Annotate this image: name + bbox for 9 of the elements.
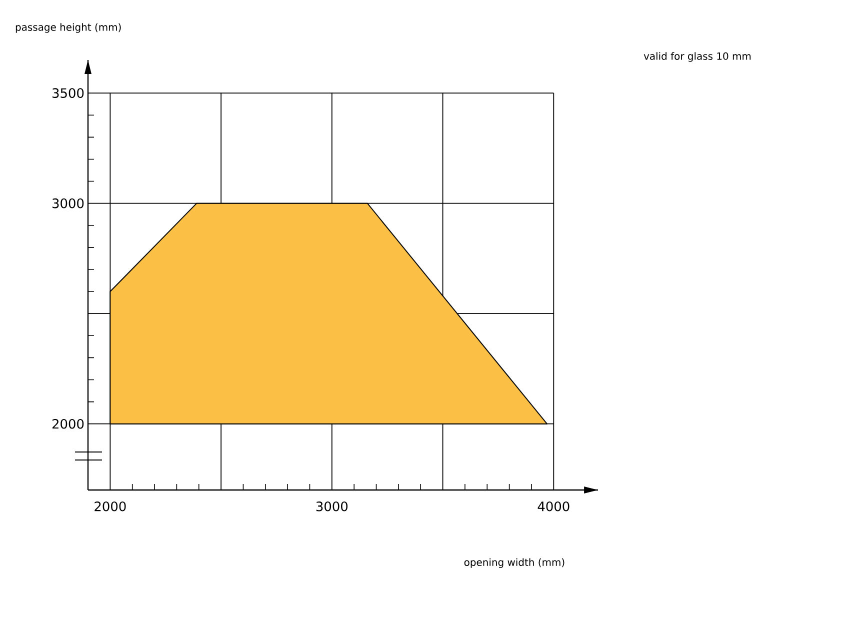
y-tick-label: 2000 (52, 418, 84, 429)
y-tick-label: 3000 (52, 198, 84, 208)
x-tick-label: 4000 (538, 501, 570, 512)
y-tick-label: 3500 (52, 88, 84, 98)
x-tick-label: 2000 (94, 501, 126, 512)
y-axis-title: passage height (mm) (16, 23, 121, 33)
text: valid for glass 10 mm (644, 52, 751, 62)
x-axis-title: opening width (mm) (464, 558, 564, 568)
x-tick-label: 3000 (316, 501, 348, 512)
